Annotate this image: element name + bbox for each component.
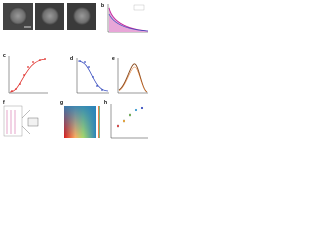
heatmap-g: g xyxy=(60,100,100,138)
panel-label: f xyxy=(3,100,5,106)
micrograph-panel xyxy=(3,3,96,30)
plot-h: h xyxy=(104,100,148,139)
plot-c: c xyxy=(3,53,48,94)
plot-b: b xyxy=(101,3,149,33)
panel-label: g xyxy=(60,100,63,106)
panel-label: h xyxy=(104,100,107,106)
plot-d: d xyxy=(70,56,109,94)
panel-label: d xyxy=(70,56,73,62)
plot-e: e xyxy=(112,56,148,94)
panel-label: b xyxy=(101,3,104,9)
figure: b c d e f g xyxy=(3,3,149,139)
panel-label: c xyxy=(3,53,6,59)
schematic-f: f xyxy=(3,100,39,137)
panel-label: e xyxy=(112,56,115,62)
